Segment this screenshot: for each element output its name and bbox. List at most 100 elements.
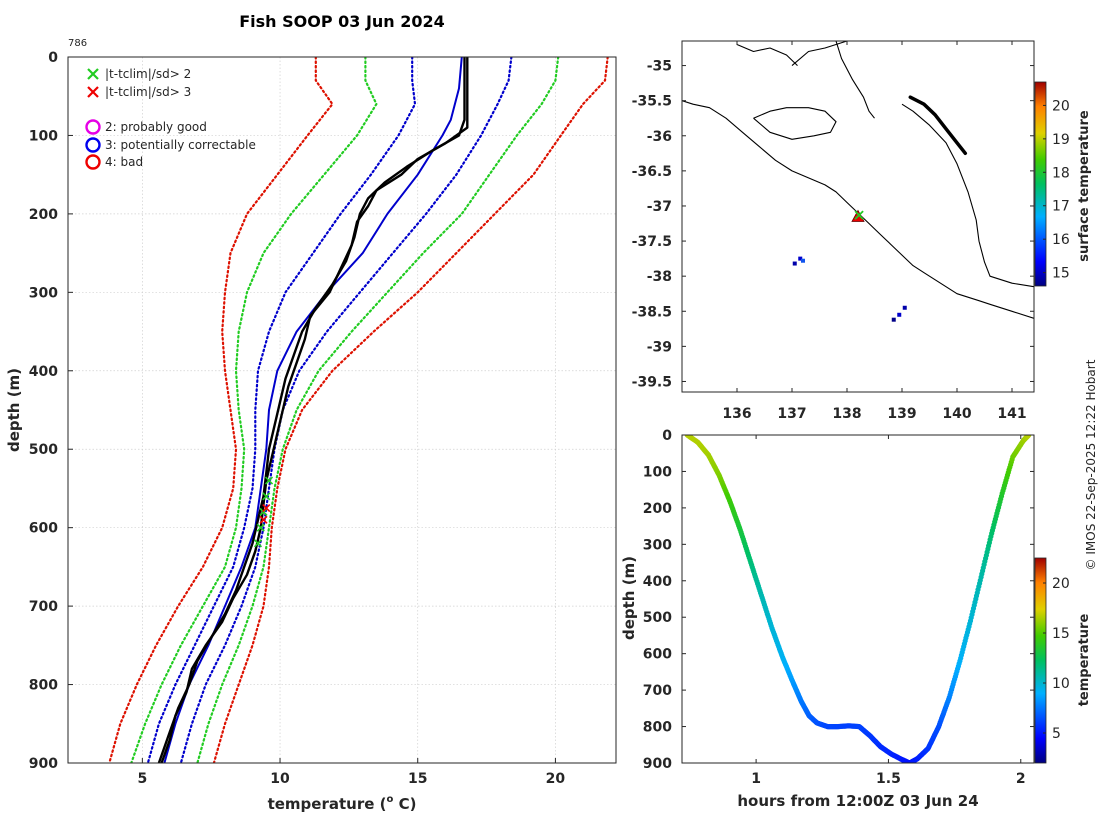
map-colorbar-tick-label: 16 bbox=[1052, 232, 1070, 248]
map-colorbar-tick-label: 19 bbox=[1052, 132, 1070, 148]
depth-time-ytick-label: 200 bbox=[643, 501, 672, 517]
depth-time-colorbar bbox=[1034, 557, 1047, 764]
legend-circle-marker bbox=[85, 137, 101, 153]
map-colorbar-tick-label: 17 bbox=[1052, 199, 1070, 215]
profile-axes-box bbox=[67, 56, 617, 764]
profile-series bbox=[108, 57, 609, 763]
profile-legend: |t-tclim|/sd> 2 |t-tclim|/sd> 3 2: probabl… bbox=[85, 67, 256, 170]
profile-flag-marker bbox=[256, 523, 265, 532]
profile-xtick-label: 20 bbox=[546, 771, 566, 787]
profile-series-line bbox=[179, 57, 513, 763]
profile-xtick-label: 15 bbox=[408, 771, 427, 787]
ship-track bbox=[908, 95, 968, 156]
map-colorbar-tick-label: 18 bbox=[1052, 165, 1070, 181]
profile-ytick-label: 100 bbox=[29, 128, 58, 144]
profile-flag-marker bbox=[259, 515, 268, 524]
profile-series-line bbox=[146, 57, 417, 763]
depth-time-xtick-label: 1.5 bbox=[876, 771, 901, 787]
depth-time-colorbar-tick-label: 10 bbox=[1052, 676, 1070, 692]
map-ytick-label: -37.5 bbox=[632, 234, 672, 250]
profile-plot-area bbox=[68, 57, 616, 763]
map-xtick-label: 141 bbox=[997, 406, 1026, 422]
profile-flag-marker bbox=[262, 492, 271, 501]
profile-flags bbox=[253, 476, 274, 548]
sst-speckle bbox=[902, 305, 907, 310]
legend-label: 3: potentially correctable bbox=[105, 138, 256, 152]
depth-time-axes-box bbox=[681, 434, 1035, 764]
depth-time-plot-area bbox=[682, 435, 1034, 763]
depth-time-ytick-label: 300 bbox=[643, 537, 672, 553]
profile-ytick-label: 200 bbox=[29, 207, 58, 223]
profile-flag-marker bbox=[264, 476, 274, 485]
profile-series-line bbox=[130, 57, 378, 763]
depth-time-colorbar-label: temperature bbox=[1077, 614, 1092, 707]
profile-xlabel: temperature (o C) bbox=[268, 794, 417, 813]
depth-time-colorbar-tick-label: 5 bbox=[1052, 726, 1061, 742]
depth-time-ytick-label: 600 bbox=[643, 647, 672, 663]
depth-time-ylabel: depth (m) bbox=[620, 556, 638, 640]
coastline bbox=[835, 41, 875, 119]
profile-id: 786 bbox=[68, 38, 87, 49]
sst-speckle bbox=[798, 256, 803, 261]
coastline bbox=[682, 100, 1034, 319]
map-ytick-label: -39 bbox=[647, 339, 672, 355]
profile-series-line bbox=[108, 57, 334, 763]
imos-credit: © IMOS 22-Sep-2025 12:22 Hobart bbox=[1084, 359, 1098, 570]
profile-flag-marker bbox=[262, 503, 271, 513]
profile-series-line bbox=[212, 57, 609, 763]
profile-ytick-label: 300 bbox=[29, 285, 58, 301]
coastline bbox=[791, 41, 848, 67]
legend-circle-marker bbox=[85, 119, 101, 135]
legend-label: |t-tclim|/sd> 3 bbox=[105, 85, 191, 99]
profile-location-x bbox=[854, 210, 864, 220]
legend-circle-marker bbox=[85, 154, 101, 170]
depth-time-ytick-label: 400 bbox=[643, 574, 672, 590]
sst-speckle bbox=[891, 317, 896, 322]
map-ytick-label: -35 bbox=[647, 59, 672, 75]
coastline bbox=[753, 107, 837, 140]
depth-time-xtick-label: 1 bbox=[751, 771, 761, 787]
legend-label: 4: bad bbox=[105, 155, 143, 169]
map-colorbar-tick-label: 20 bbox=[1052, 98, 1070, 114]
legend-x-marker bbox=[87, 68, 99, 80]
depth-time-xlabel: hours from 12:00Z 03 Jun 24 bbox=[737, 792, 978, 810]
map-ytick-label: -36.5 bbox=[632, 164, 672, 180]
profile-ytick-label: 800 bbox=[29, 678, 58, 694]
depth-time-colorbar-tick-label: 20 bbox=[1052, 576, 1070, 592]
profile-ytick-label: 600 bbox=[29, 521, 58, 537]
map-xtick-label: 138 bbox=[832, 406, 861, 422]
depth-time-ytick-label: 100 bbox=[643, 464, 672, 480]
profile-flag-marker bbox=[253, 539, 263, 548]
depth-time-ticks: 1 1.5 2 0 100 200 300 400 500 600 700 800 900 bbox=[643, 428, 1034, 787]
depth-time-ytick-label: 700 bbox=[643, 683, 672, 699]
map-colorbar bbox=[1034, 81, 1047, 287]
map-ytick-label: -39.5 bbox=[632, 374, 672, 390]
map-ticks: 136 137 138 139 140 141 -35 -35.5 -36 -36.5 -37 -37… bbox=[632, 41, 1034, 422]
profile-ylabel: depth (m) bbox=[5, 368, 23, 452]
map-xtick-label: 137 bbox=[777, 406, 806, 422]
map-colorbar-tick-label: 15 bbox=[1052, 266, 1070, 282]
profile-series-line bbox=[157, 57, 466, 763]
profile-flag-marker bbox=[259, 507, 268, 517]
map-content bbox=[682, 41, 1034, 322]
coastline bbox=[901, 103, 1034, 288]
profile-ytick-label: 500 bbox=[29, 442, 58, 458]
coastline bbox=[736, 43, 798, 66]
depth-time-ytick-label: 800 bbox=[643, 720, 672, 736]
profile-series-line bbox=[196, 57, 560, 763]
sst-speckle bbox=[801, 258, 805, 263]
legend-label: 2: probably good bbox=[105, 120, 207, 134]
map-xtick-label: 140 bbox=[942, 406, 971, 422]
legend-x-marker bbox=[87, 86, 99, 98]
figure-title: Fish SOOP 03 Jun 2024 bbox=[239, 12, 445, 31]
legend-label: |t-tclim|/sd> 2 bbox=[105, 67, 191, 81]
profile-grid bbox=[68, 56, 616, 764]
profile-ytick-label: 700 bbox=[29, 599, 58, 615]
map-ytick-label: -37 bbox=[647, 199, 672, 215]
profile-ytick-label: 400 bbox=[29, 364, 58, 380]
profile-xtick-label: 5 bbox=[137, 771, 147, 787]
map-colorbar-label: surface temperature bbox=[1077, 110, 1092, 262]
